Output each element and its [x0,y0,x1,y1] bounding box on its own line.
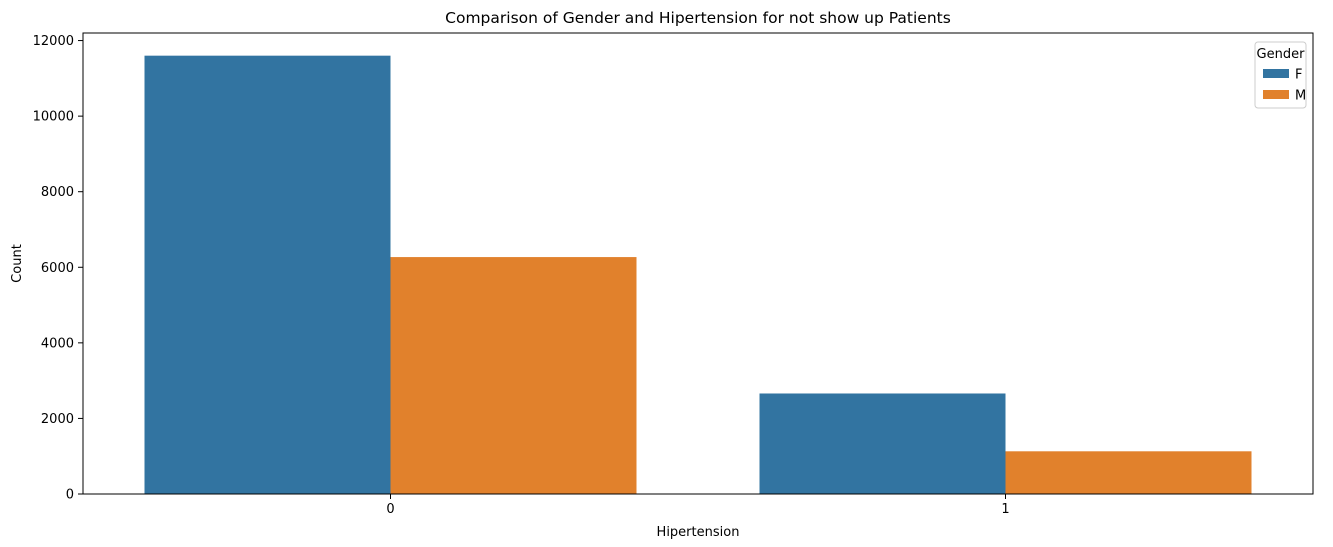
chart-title: Comparison of Gender and Hipertension fo… [445,9,951,27]
legend-swatch-F [1263,69,1289,78]
legend-label-F: F [1295,68,1302,83]
bar-F-0 [144,55,391,495]
bar-M-1 [1005,451,1252,494]
legend: Gender FM [1254,41,1307,109]
bar-M-0 [390,257,637,494]
legend-swatch-M [1263,90,1289,99]
y-axis: 0 2000 4000 6000 8000 10000 12000 [33,34,83,503]
plot-frame [82,32,1314,495]
x-tick-label: 1 [1001,502,1009,517]
legend-label-M: M [1295,89,1306,104]
y-tick-label: 4000 [41,336,74,351]
y-tick-label: 2000 [41,412,74,427]
x-axis-label: Hipertension [657,525,740,540]
y-axis-label: Count [10,244,25,283]
bar-F-1 [759,393,1006,494]
y-tick-label: 8000 [41,185,74,200]
legend-title: Gender [1257,47,1306,62]
y-tick-label: 10000 [33,110,74,125]
x-tick-label: 0 [386,502,394,517]
y-tick-label: 0 [66,488,74,503]
y-tick-label: 12000 [33,34,74,49]
y-tick-label: 6000 [41,261,74,276]
bars-group [144,55,1252,495]
